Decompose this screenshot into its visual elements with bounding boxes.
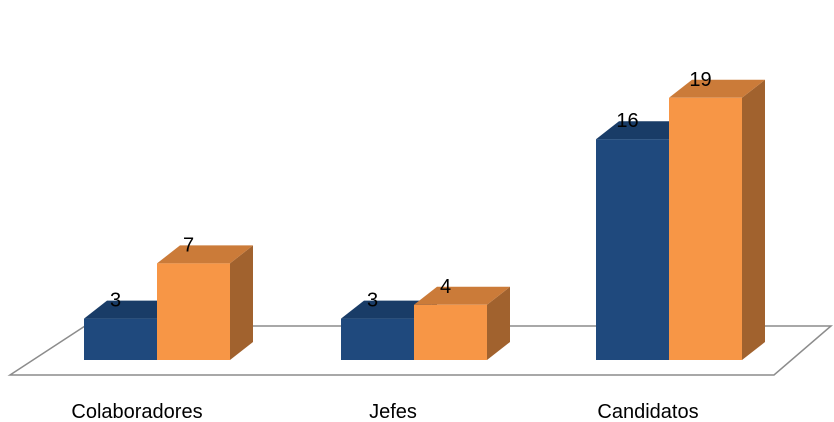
- bar-jefes-series-2: [414, 286, 510, 360]
- bar-front: [341, 318, 414, 360]
- bar-top: [669, 79, 765, 98]
- bar-front: [414, 304, 487, 360]
- data-label: 7: [183, 234, 194, 256]
- category-labels: Colaboradores Jefes Candidatos: [71, 401, 698, 422]
- bar-top: [157, 245, 253, 264]
- bar-top: [414, 286, 510, 305]
- bar-colaboradores-series-2: [157, 245, 253, 360]
- category-label: Candidatos: [597, 401, 698, 422]
- bar-top: [341, 300, 437, 319]
- data-label: 19: [689, 69, 711, 91]
- data-label: 4: [440, 276, 451, 298]
- bars-group: 3 7 3 4 16 19: [84, 69, 765, 361]
- category-label: Colaboradores: [71, 401, 202, 422]
- bar-side: [742, 79, 765, 361]
- data-label: 3: [367, 290, 378, 312]
- bar-top: [84, 300, 180, 319]
- bar-side: [230, 245, 253, 360]
- bar-front: [669, 97, 742, 361]
- category-label: Jefes: [369, 401, 417, 422]
- bar-front: [84, 318, 157, 360]
- bar-candidatos-series-2: [669, 79, 765, 361]
- data-label: 3: [110, 290, 121, 312]
- bar-front: [596, 139, 669, 360]
- bar-side: [487, 286, 510, 360]
- bar-front: [157, 263, 230, 360]
- bar-top: [596, 121, 692, 140]
- data-label: 16: [616, 110, 638, 132]
